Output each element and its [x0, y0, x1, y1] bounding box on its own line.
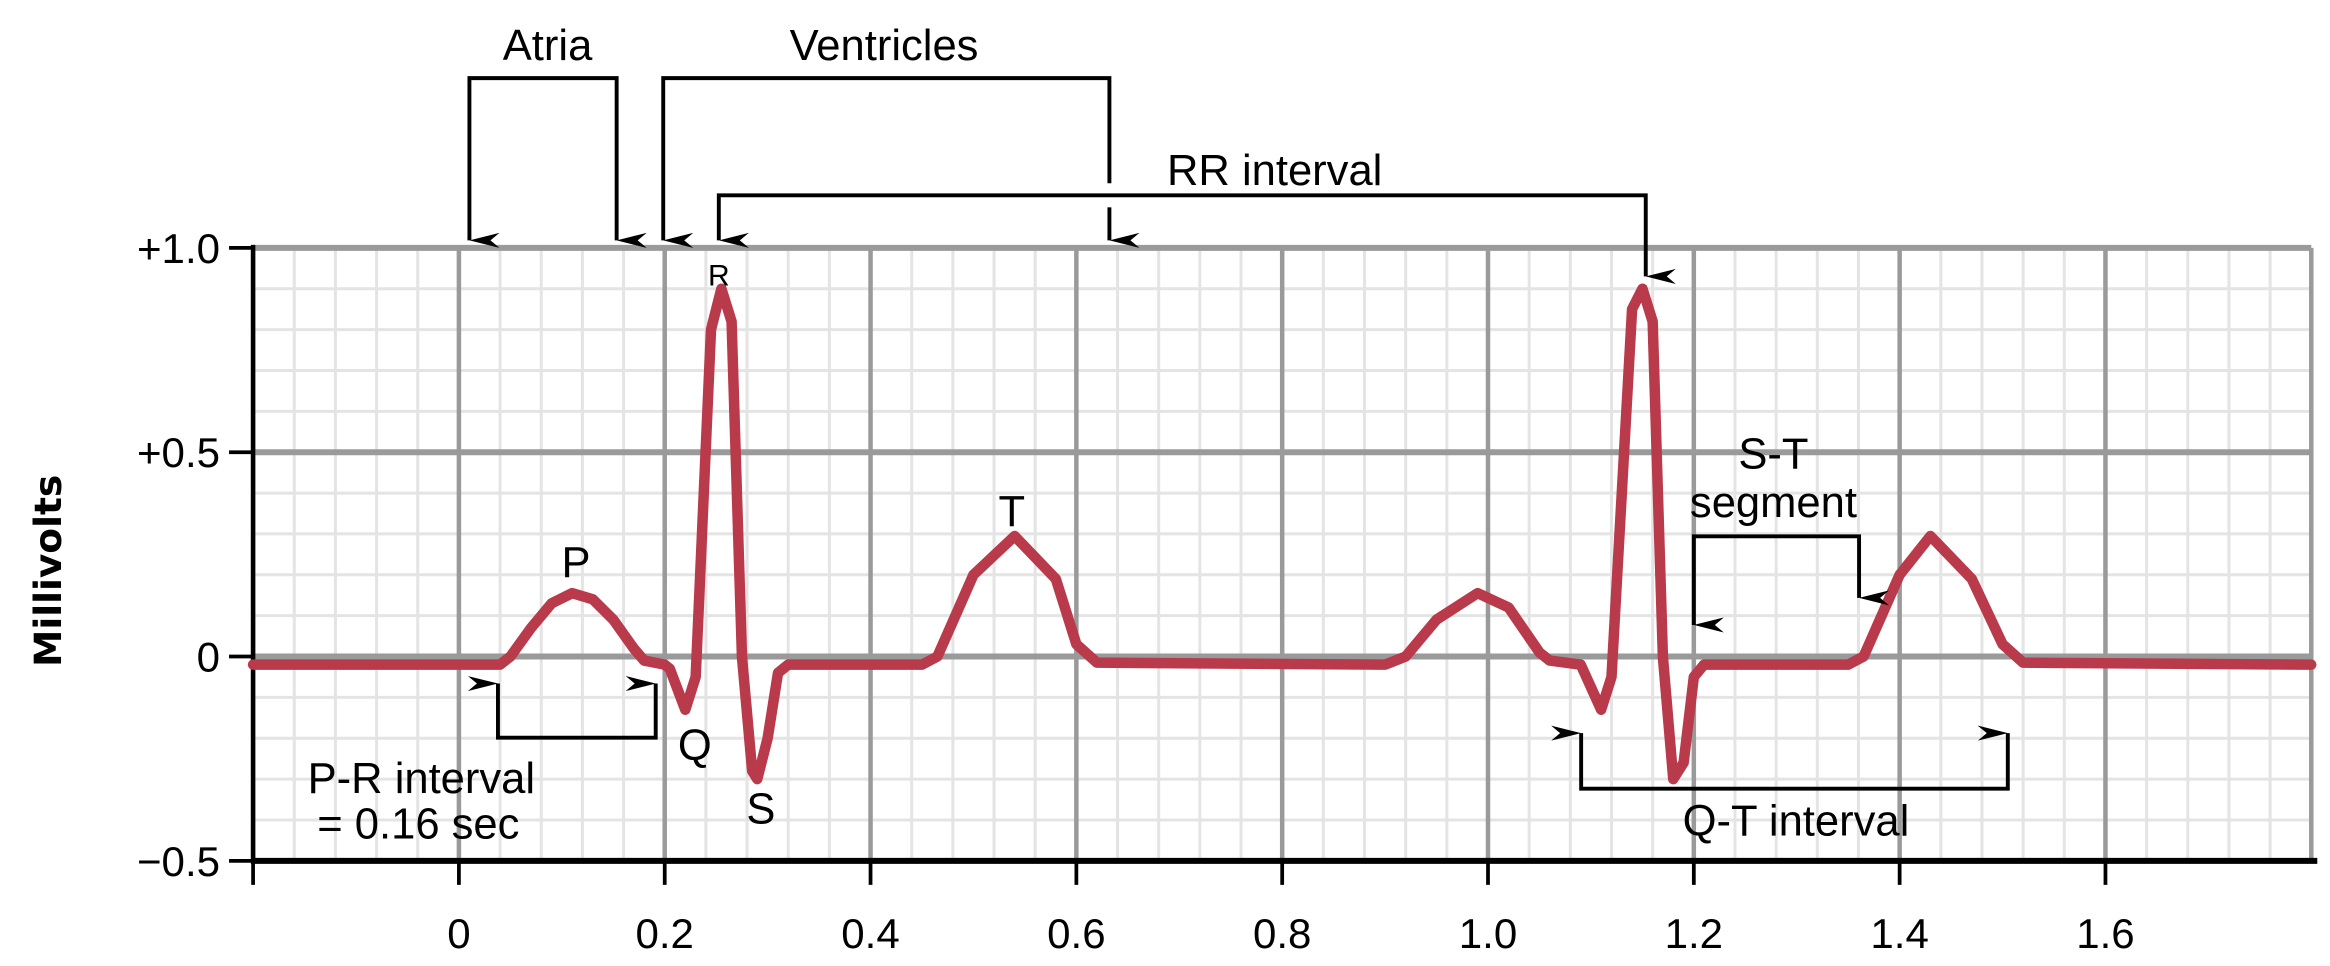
y-tick-label: 0 — [197, 634, 220, 681]
ecg-trace-line — [247, 283, 2317, 785]
y-tick-label: +0.5 — [137, 429, 220, 476]
wave-label-t: T — [998, 488, 1025, 536]
x-tick-label: 0.2 — [635, 910, 693, 957]
x-tick-label: 0.4 — [841, 910, 899, 957]
pr-interval-label: P-R interval — [308, 755, 535, 803]
pr-interval-bracket: P-R interval = 0.16 sec — [308, 676, 658, 848]
y-tick-label: −0.5 — [137, 838, 220, 885]
pr-interval-value: = 0.16 sec — [317, 800, 519, 848]
y-tick-label: +1.0 — [137, 225, 220, 272]
atria-label: Atria — [503, 22, 593, 70]
qt-interval-label: Q-T interval — [1683, 797, 1910, 845]
wave-label-s: S — [746, 785, 775, 833]
rr-interval-bracket: RR interval — [716, 147, 1676, 284]
ventricles-bracket: Ventricles — [661, 22, 1140, 248]
axes: +1.0 +0.5 0 −0.5 0 0.2 0.4 0.6 0.8 1.0 1.2 1.4 1.6 — [137, 225, 2318, 957]
x-tick-label: 1.2 — [1665, 910, 1723, 957]
rr-interval-label: RR interval — [1167, 147, 1382, 195]
x-tick-label: 1.0 — [1459, 910, 1517, 957]
st-segment-label-line1: S-T — [1738, 431, 1808, 479]
wave-label-r: R — [708, 259, 730, 292]
y-axis-label: Millivolts — [26, 475, 70, 667]
x-tick-label: 1.4 — [1870, 910, 1928, 957]
ventricles-label: Ventricles — [790, 22, 979, 70]
x-tick-label: 0.8 — [1253, 910, 1311, 957]
wave-label-q: Q — [678, 722, 712, 770]
atria-bracket: Atria — [467, 22, 647, 248]
qt-interval-bracket: Q-T interval — [1551, 725, 2010, 845]
st-segment-label-line2: segment — [1690, 479, 1857, 527]
x-tick-label: 1.6 — [2076, 910, 2134, 957]
wave-label-p: P — [562, 539, 591, 587]
grid — [250, 244, 2314, 861]
x-tick-label: 0 — [447, 910, 470, 957]
st-segment-bracket: S-T segment — [1690, 431, 1890, 633]
x-tick-label: 0.6 — [1047, 910, 1105, 957]
ecg-trace — [247, 283, 2317, 785]
